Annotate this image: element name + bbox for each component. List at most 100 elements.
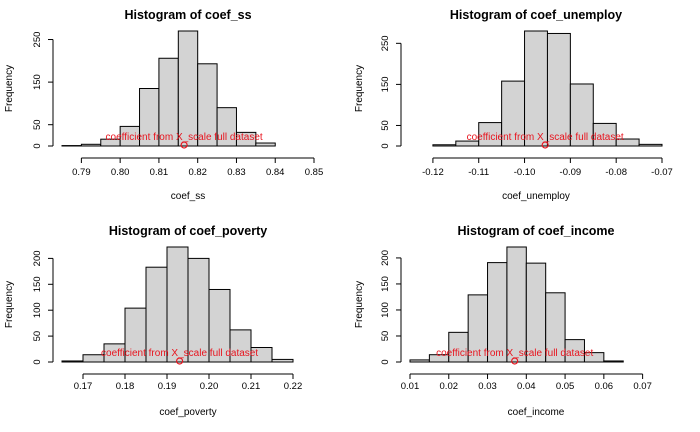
histogram-panel: Histogram of coef_poverty 0.17 0.18 0.19 0.2… xyxy=(4,224,302,418)
y-tick-label: 50 xyxy=(32,331,43,342)
x-tick-label: 0.21 xyxy=(242,381,261,392)
x-tick-label: 0.01 xyxy=(401,381,420,392)
x-axis-label: coef_income xyxy=(508,407,565,418)
histogram-bar xyxy=(615,138,640,147)
x-axis: -0.12 -0.11 -0.10 -0.09 -0.08 -0.07 coef_unemp… xyxy=(422,157,673,202)
chart-title: Histogram of coef_unemploy xyxy=(450,8,622,22)
coefficient-annotation: coefficient from X_scale full dataset xyxy=(106,132,263,143)
x-axis-label: coef_unemploy xyxy=(502,191,570,202)
x-tick-label: 0.22 xyxy=(284,381,303,392)
y-axis-label: Frequency xyxy=(354,281,365,328)
y-axis: 0 50 150 250 Frequency xyxy=(354,35,402,149)
y-axis: 0 50 150 250 Frequency xyxy=(4,32,54,149)
coefficient-marker xyxy=(180,141,188,149)
y-tick-label: 150 xyxy=(32,276,43,292)
coefficient-annotation: coefficient from X_scale full dataset xyxy=(467,132,624,143)
x-tick-label: -0.09 xyxy=(560,167,582,178)
y-tick-label: 150 xyxy=(380,76,391,92)
y-tick-label: 150 xyxy=(380,276,391,292)
coefficient-marker xyxy=(176,357,184,365)
x-tick-label: 0.17 xyxy=(74,381,93,392)
y-tick-label: 100 xyxy=(32,302,43,318)
histogram-bar xyxy=(583,352,605,363)
y-tick-label: 200 xyxy=(380,250,391,266)
y-axis: 0 50 100 150 200 Frequency xyxy=(354,250,402,365)
histogram-bar xyxy=(177,30,199,147)
x-tick-label: 0.82 xyxy=(188,167,207,178)
y-tick-label: 250 xyxy=(380,35,391,51)
y-axis-label: Frequency xyxy=(354,65,365,112)
chart-title: Histogram of coef_ss xyxy=(124,8,251,22)
y-tick-label: 200 xyxy=(32,250,43,266)
x-tick-label: 0.20 xyxy=(200,381,219,392)
coefficient-marker xyxy=(511,357,519,365)
histogram-bar xyxy=(545,292,566,363)
histogram-bar xyxy=(546,32,571,147)
x-tick-label: 0.18 xyxy=(116,381,135,392)
x-axis: 0.17 0.18 0.19 0.20 0.21 0.22 coef_poverty xyxy=(74,373,303,418)
x-tick-label: 0.04 xyxy=(517,381,536,392)
y-axis-label: Frequency xyxy=(4,65,15,112)
histogram-bar xyxy=(250,346,273,363)
x-tick-label: -0.10 xyxy=(514,167,536,178)
histogram-panel: Histogram of coef_income 0.01 0.02 0.03 0.04… xyxy=(354,224,652,418)
x-tick-label: 0.84 xyxy=(266,167,285,178)
x-tick-label: 0.79 xyxy=(72,167,91,178)
y-tick-label: 0 xyxy=(380,359,391,364)
histogram-bar xyxy=(603,360,624,363)
x-tick-label: 0.83 xyxy=(227,167,246,178)
x-tick-label: 0.02 xyxy=(440,381,459,392)
x-tick-label: 0.81 xyxy=(150,167,169,178)
y-tick-label: 50 xyxy=(380,120,391,131)
x-tick-label: 0.06 xyxy=(595,381,614,392)
y-tick-label: 150 xyxy=(32,74,43,90)
histogram-bar xyxy=(61,360,84,363)
y-tick-label: 100 xyxy=(380,302,391,318)
chart-title: Histogram of coef_income xyxy=(458,224,615,238)
histogram-bar xyxy=(409,359,430,363)
histogram-bar xyxy=(432,144,457,147)
coefficient-annotation: coefficient from X_scale full dataset xyxy=(101,348,258,359)
histogram-bar xyxy=(80,143,102,147)
y-tick-label: 50 xyxy=(380,331,391,342)
x-tick-label: -0.12 xyxy=(422,167,444,178)
histogram-bar xyxy=(216,107,237,147)
chart-title: Histogram of coef_poverty xyxy=(109,224,267,238)
histogram-bar xyxy=(271,358,294,363)
x-tick-label: -0.11 xyxy=(468,167,489,178)
histogram-bar xyxy=(208,288,231,363)
histogram-bar xyxy=(564,339,585,363)
x-tick-label: 0.80 xyxy=(111,167,130,178)
histogram-bar xyxy=(235,131,257,147)
histogram-bar xyxy=(187,257,210,363)
x-tick-label: 0.19 xyxy=(158,381,177,392)
histogram-bar xyxy=(592,122,617,147)
histogram-bar xyxy=(166,246,189,363)
y-tick-label: 50 xyxy=(32,119,43,130)
histogram-bar xyxy=(569,83,594,147)
x-tick-label: 0.05 xyxy=(556,381,575,392)
histogram-panel: Histogram of coef_ss 0.79 0.80 0.81 0.82 0.83… xyxy=(4,8,323,202)
histogram-bar xyxy=(524,30,548,147)
x-axis-label: coef_ss xyxy=(171,191,205,202)
x-tick-label: -0.07 xyxy=(651,167,673,178)
histogram-panel: Histogram of coef_unemploy-0.12 -0.11 -0.1… xyxy=(354,8,673,202)
histogram-bar xyxy=(229,329,252,363)
histogram-bar xyxy=(197,63,218,147)
coefficient-annotation: coefficient from X_scale full dataset xyxy=(436,348,593,359)
x-tick-label: -0.08 xyxy=(605,167,627,178)
histogram-bar xyxy=(638,143,663,147)
y-axis-label: Frequency xyxy=(4,281,15,328)
x-tick-label: 0.07 xyxy=(633,381,652,392)
x-axis-label: coef_poverty xyxy=(159,407,216,418)
histogram-bar xyxy=(506,246,527,363)
x-axis: 0.01 0.02 0.03 0.04 0.05 0.06 0.07 coef_income xyxy=(401,373,652,418)
y-tick-label: 0 xyxy=(32,143,43,148)
y-tick-label: 0 xyxy=(32,359,43,364)
coefficient-marker xyxy=(541,141,549,149)
y-tick-label: 0 xyxy=(380,143,391,148)
y-tick-label: 250 xyxy=(32,32,43,48)
x-tick-label: 0.03 xyxy=(478,381,497,392)
